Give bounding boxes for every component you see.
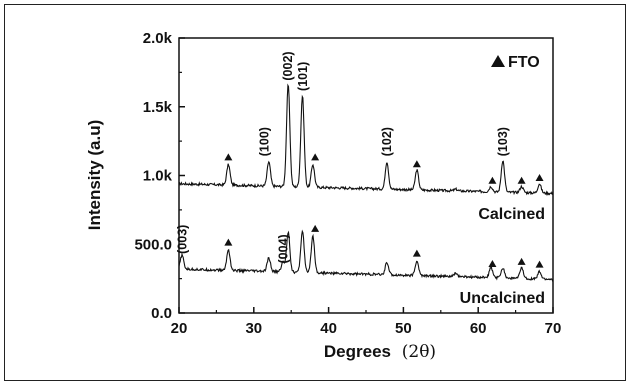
x-tick-label: 60 xyxy=(470,320,487,337)
y-tick-label: 1.5k xyxy=(143,99,173,116)
figure-frame xyxy=(4,4,626,381)
x-tick-label: 40 xyxy=(320,320,337,337)
fto-triangle-marker xyxy=(412,249,421,257)
y-axis: 0.0 500.0 1.0k 1.5k 2.0k xyxy=(134,30,185,322)
fto-triangle-marker xyxy=(517,257,526,265)
legend-label: FTO xyxy=(508,54,540,71)
y-tick-label: 0.0 xyxy=(151,305,172,322)
x-axis-title-unit: (2θ) xyxy=(402,342,436,362)
peak-annotations: (002) (101) (100) (102) (103) (003) (004) xyxy=(176,51,510,263)
fto-triangle-marker xyxy=(488,176,497,184)
y-axis-title: Intensity (a.u) xyxy=(85,120,104,231)
fto-triangle-marker xyxy=(224,238,233,246)
series-label-calcined: Calcined xyxy=(478,206,545,223)
series-line-uncalcined xyxy=(178,229,554,282)
x-tick-label: 30 xyxy=(245,320,262,337)
peak-annotation: (004) xyxy=(277,234,291,263)
peak-annotation: (003) xyxy=(176,225,190,254)
x-tick-label: 50 xyxy=(395,320,412,337)
y-tick-label: 500.0 xyxy=(134,236,172,253)
peak-annotation: (101) xyxy=(296,62,310,91)
fto-triangle-marker xyxy=(535,260,544,268)
fto-triangle-marker xyxy=(488,259,497,267)
x-tick-label: 20 xyxy=(171,320,188,337)
peak-annotation: (100) xyxy=(257,127,271,156)
x-axis-title: Degrees (2θ) xyxy=(324,342,436,362)
fto-triangle-marker xyxy=(517,176,526,184)
peak-annotation: (103) xyxy=(496,127,510,156)
x-tick-label: 70 xyxy=(545,320,562,337)
peak-annotation: (002) xyxy=(281,51,295,80)
fto-triangle-marker xyxy=(224,153,233,161)
y-tick-label: 1.0k xyxy=(143,168,173,185)
series-label-uncalcined: Uncalcined xyxy=(460,290,545,307)
series-lines xyxy=(178,83,554,282)
legend: FTO xyxy=(491,54,540,71)
fto-markers xyxy=(224,153,544,268)
fto-triangle-marker xyxy=(535,174,544,181)
y-tick-label: 2.0k xyxy=(143,30,173,47)
peak-annotation: (102) xyxy=(380,127,394,156)
legend-triangle-icon xyxy=(491,55,505,67)
x-axis: 20 30 40 50 60 70 xyxy=(171,307,562,337)
fto-triangle-marker xyxy=(311,153,320,161)
x-axis-title-main: Degrees xyxy=(324,342,391,361)
plot-area xyxy=(178,37,554,314)
series-line-calcined xyxy=(178,83,553,197)
fto-triangle-marker xyxy=(412,160,421,168)
fto-triangle-marker xyxy=(311,224,320,232)
